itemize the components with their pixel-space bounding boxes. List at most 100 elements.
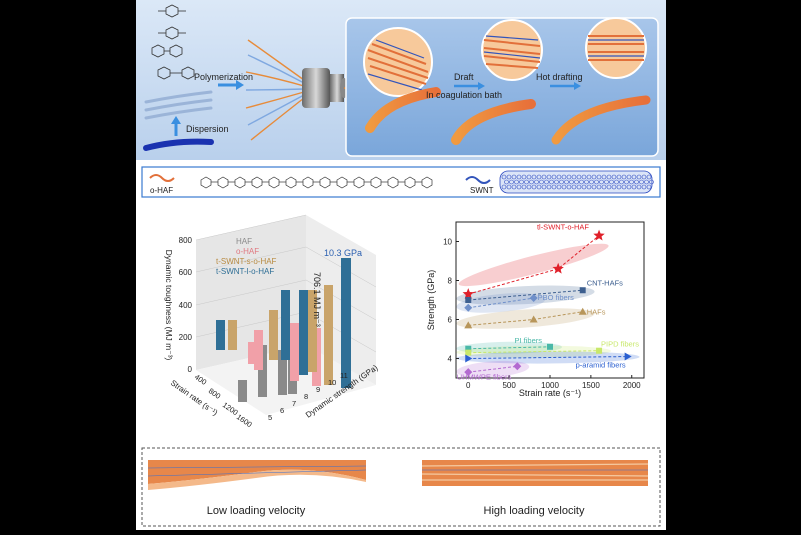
nanotube-cell [571,184,577,190]
series-labels: tl-SWNT-o-HAF CNT-HAFs PBO fibers HAFs PI fi… [457,223,640,382]
nanotube-cell [611,184,617,190]
benzene-ring [370,176,382,189]
y-tick-400: 400 [179,301,193,310]
monomer-structures [151,4,195,80]
x-tick-1600: 1600 [235,412,254,429]
dispersion-arrowhead [171,116,181,124]
nanotube-cell [511,184,517,190]
o-haf-chain-icon [149,174,175,182]
nanotube-cell [581,184,587,190]
nanotube-cell [626,174,632,180]
nanotube-cell [561,184,567,190]
draft-arrowhead [478,82,485,90]
nanotube-cell [506,184,512,190]
x-tick-label: 500 [502,381,516,390]
chart-3d: 800 600 400 200 0 Dynamic toughness (MJ … [164,214,380,429]
nanotube-cell [551,174,557,180]
nanotube-cell [601,184,607,190]
nanotube-cell [586,184,592,190]
nanotube-cell [599,179,604,185]
nanotube-cell [629,179,634,185]
nanotube-cell [569,179,574,185]
series-label: PI fibers [514,336,542,345]
data-point [465,354,473,363]
nanotube-cell [521,174,527,180]
data-point [578,307,587,315]
z-tick-6: 6 [280,406,284,415]
data-point [547,343,553,350]
nanotube-cell [576,184,582,190]
polymerization-arrowhead [236,80,244,90]
nanotube-cell [504,179,509,185]
spinneret [302,68,348,108]
data-point [465,349,472,356]
benzene-ring [268,176,280,189]
stage-circle-3 [585,17,647,79]
nanotube-cell [576,174,582,180]
nanotube-cell [591,184,597,190]
data-point [465,345,472,352]
scatter-chart: 0 500 1000 1500 2000 4 6 8 10 tl-SWNT-o-HAF CNT-H… [426,221,645,398]
data-point [513,362,522,371]
nanotube-cell [529,179,534,185]
series-label: CNT-HAFs [587,278,623,287]
nanotube-cell [636,184,642,190]
y-tick-label: 6 [448,316,453,325]
low-velocity-label: Low loading velocity [207,505,306,517]
nanotube-cell [516,184,522,190]
nanotube-cell [584,179,589,185]
z-tick-8: 8 [304,392,308,401]
data-point [529,294,538,303]
x-axis-label-3d: Strain rate (s⁻¹) [169,378,220,417]
nanotube-cell [561,174,567,180]
legend-o-haf: o-HAF [236,247,259,256]
y-tick-0: 0 [188,365,193,374]
hot-drafting-label: Hot drafting [536,72,583,82]
nanotube-cell [639,179,644,185]
series-line [468,297,534,309]
y-tick-label: 10 [443,238,452,247]
series-line [468,350,600,354]
stage-circle-2 [481,19,543,81]
nanotube-cell [634,179,639,185]
bar-l-400 [216,320,225,350]
nanotube-cell [646,174,652,180]
nanotube-cell [581,174,587,180]
nanotube-cell [614,179,619,185]
scatter-ticks: 0 500 1000 1500 2000 4 6 8 10 [443,238,641,391]
figure-svg: Dispersion Polymerization [136,0,666,527]
data-point [529,315,538,323]
scatter-frame [455,221,645,379]
nanotube-cell [546,174,552,180]
data-point [593,229,605,241]
legend-3d: HAF o-HAF t-SWNT-s-o-HAF t-SWNT-l-o-HAF [216,237,277,276]
nanotube-cell [564,179,569,185]
benzene-ring [387,176,399,189]
low-velocity-fiber [147,460,367,490]
series-ellipse [458,243,609,287]
y-tick-600: 600 [179,268,193,277]
polymerization-label: Polymerization [194,72,253,82]
nanotube-cell [571,174,577,180]
nanotube-cell [531,174,537,180]
fiber-stream [245,39,305,141]
nanotube-cell [544,179,549,185]
nanotube-cell [526,184,532,190]
nanotube-cell [606,184,612,190]
nanotube-cell [526,174,532,180]
benzene-ring [285,176,297,189]
bar-haf-400 [238,380,247,402]
y-tick-label: 4 [448,355,453,364]
series-label: UHMWPE fibers [457,372,512,381]
series-line [468,235,600,295]
series-label: tl-SWNT-o-HAF [537,223,589,232]
bar-o-haf-1200 [290,323,299,381]
nanotube-cell [539,179,544,185]
x-tick-1200: 1200 [221,400,240,417]
data-point [464,368,473,377]
series-ellipse [456,351,640,364]
nanotube-cell [631,184,637,190]
nanotube [499,170,654,194]
scatter-ylabel: Strength (GPa) [426,270,436,331]
data-point [596,347,603,354]
